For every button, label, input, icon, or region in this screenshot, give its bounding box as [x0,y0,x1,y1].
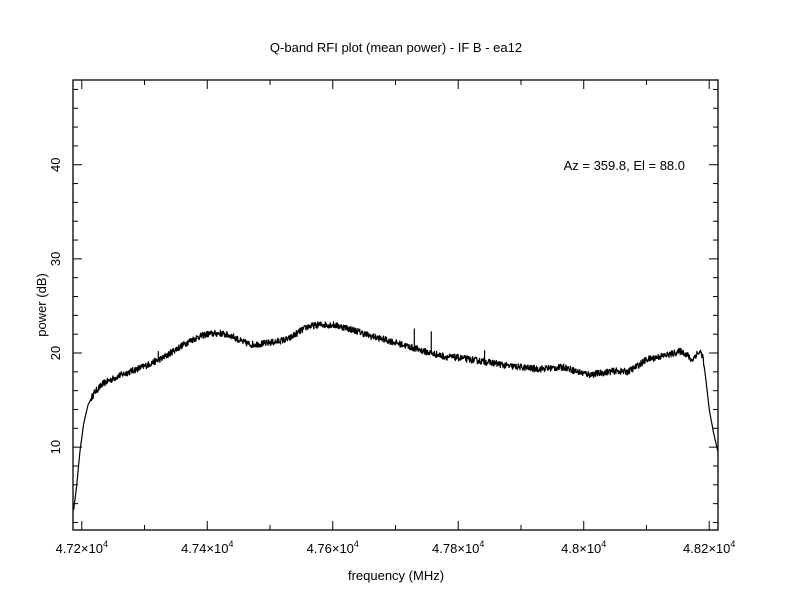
x-tick-label: 4.72×104 [56,539,108,556]
axis-tick-labels: 4.72×104 4.74×104 4.76×104 4.78×104 4.8×104 4… [48,157,735,556]
rfi-spikes [157,328,486,362]
y-tick-label: 10 [48,440,63,454]
x-tick-label: 4.82×104 [683,539,735,556]
plot-frame [72,79,719,531]
x-tick-label: 4.78×104 [432,539,484,556]
y-axis-label: power (dB) [34,273,49,337]
y-tick-label: 30 [48,252,63,266]
x-axis-label: frequency (MHz) [348,568,444,583]
x-tick-label: 4.74×104 [181,539,233,556]
chart-title: Q-band RFI plot (mean power) - IF B - ea… [270,40,522,55]
x-tick-label: 4.76×104 [307,539,359,556]
axis-ticks [73,80,718,530]
y-tick-label: 40 [48,157,63,171]
y-tick-label: 20 [48,346,63,360]
az-el-annotation: Az = 359.8, El = 88.0 [564,158,685,173]
power-trace [73,321,719,511]
x-tick-label: 4.8×104 [561,539,606,556]
